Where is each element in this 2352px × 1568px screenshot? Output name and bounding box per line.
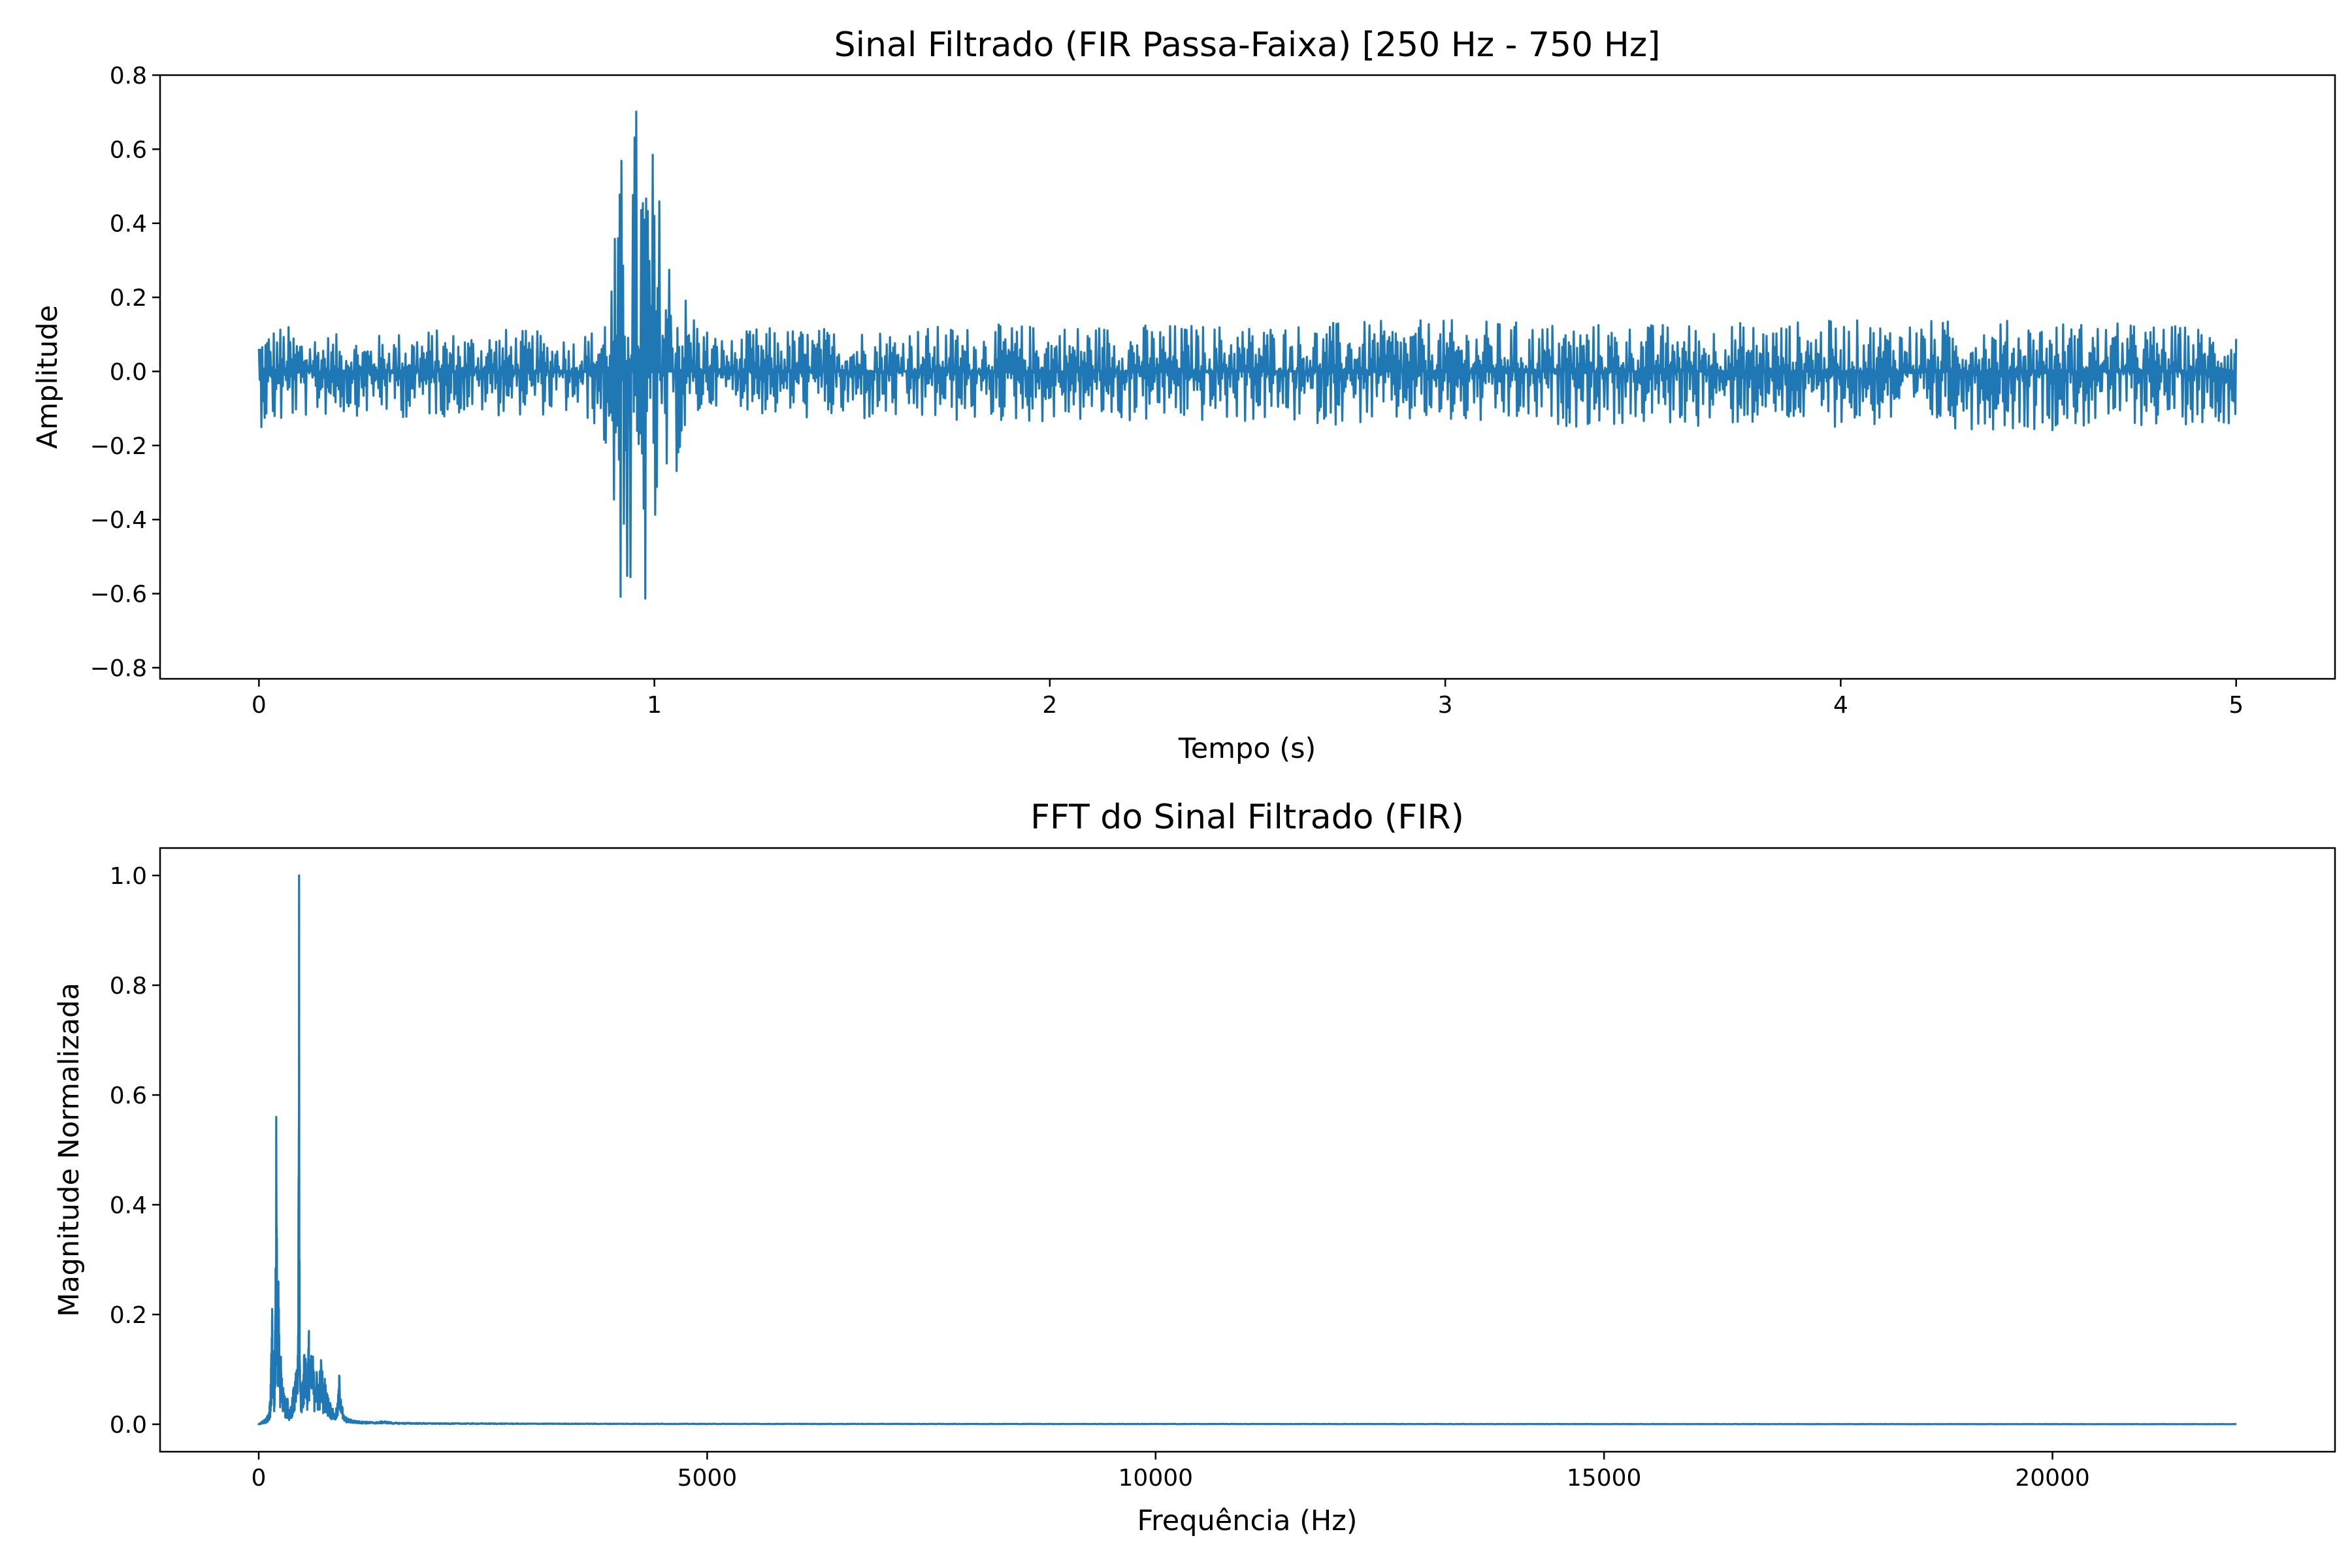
- fft-x-tick-label: 15000: [1567, 1465, 1642, 1492]
- fft-plot-frame: [159, 847, 2336, 1453]
- signal-y-ticks: −0.8 −0.6 −0.4 −0.2 0.0 0.2 0.4 0.6 0.8: [90, 63, 160, 682]
- fft-chart-title: FFT do Sinal Filtrado (FIR): [1030, 798, 1464, 837]
- signal-x-tick-label: 2: [1042, 692, 1057, 719]
- fft-y-axis-label: Magnitude Normalizada: [53, 983, 86, 1317]
- signal-y-tick-label: 0.8: [110, 63, 147, 90]
- fft-x-tick-label: 20000: [2015, 1465, 2090, 1492]
- fft-x-tick-label: 10000: [1119, 1465, 1194, 1492]
- fft-y-tick-label: 0.6: [110, 1083, 147, 1109]
- signal-y-tick-label: 0.2: [110, 285, 147, 312]
- signal-line-group: [257, 110, 2238, 600]
- signal-chart-title: Sinal Filtrado (FIR Passa-Faixa) [250 Hz…: [834, 25, 1661, 65]
- fft-x-tick-label: 5000: [678, 1465, 738, 1492]
- signal-x-tick-label: 0: [252, 692, 267, 719]
- signal-x-tick-label: 4: [1833, 692, 1848, 719]
- fft-y-tick-label: 0.4: [110, 1192, 147, 1219]
- fft-subplot: FFT do Sinal Filtrado (FIR) 0 5000 10000 15…: [53, 798, 2336, 1537]
- fft-y-tick-label: 0.8: [110, 973, 147, 1000]
- signal-x-tick-label: 3: [1438, 692, 1453, 719]
- signal-y-tick-label: −0.6: [90, 581, 147, 608]
- signal-x-axis-label: Tempo (s): [1178, 732, 1316, 765]
- fft-y-tick-label: 0.2: [110, 1302, 147, 1329]
- signal-y-tick-label: 0.6: [110, 137, 147, 163]
- signal-x-ticks: 0 1 2 3 4 5: [252, 679, 2244, 719]
- signal-y-tick-label: 0.0: [110, 359, 147, 385]
- signal-y-tick-label: −0.4: [90, 507, 147, 534]
- signal-y-axis-label: Amplitude: [31, 305, 64, 449]
- fft-y-tick-label: 1.0: [110, 863, 147, 890]
- signal-x-tick-label: 1: [647, 692, 662, 719]
- fft-y-tick-label: 0.0: [110, 1412, 147, 1439]
- fft-y-ticks: 0.0 0.2 0.4 0.6 0.8 1.0: [110, 863, 160, 1439]
- signal-plot-frame: [159, 74, 2336, 680]
- fft-series-line: [257, 874, 2237, 1426]
- signal-y-tick-label: 0.4: [110, 211, 147, 238]
- fft-line-group: [257, 874, 2237, 1426]
- fft-x-tick-label: 0: [252, 1465, 267, 1492]
- signal-y-tick-label: −0.2: [90, 433, 147, 460]
- signal-series-line: [257, 110, 2238, 600]
- fft-x-axis-label: Frequência (Hz): [1137, 1505, 1357, 1537]
- fft-x-ticks: 0 5000 10000 15000 20000: [252, 1452, 2090, 1492]
- signal-y-tick-label: −0.8: [90, 655, 147, 682]
- signal-x-tick-label: 5: [2229, 692, 2244, 719]
- signal-subplot: Sinal Filtrado (FIR Passa-Faixa) [250 Hz…: [31, 25, 2336, 765]
